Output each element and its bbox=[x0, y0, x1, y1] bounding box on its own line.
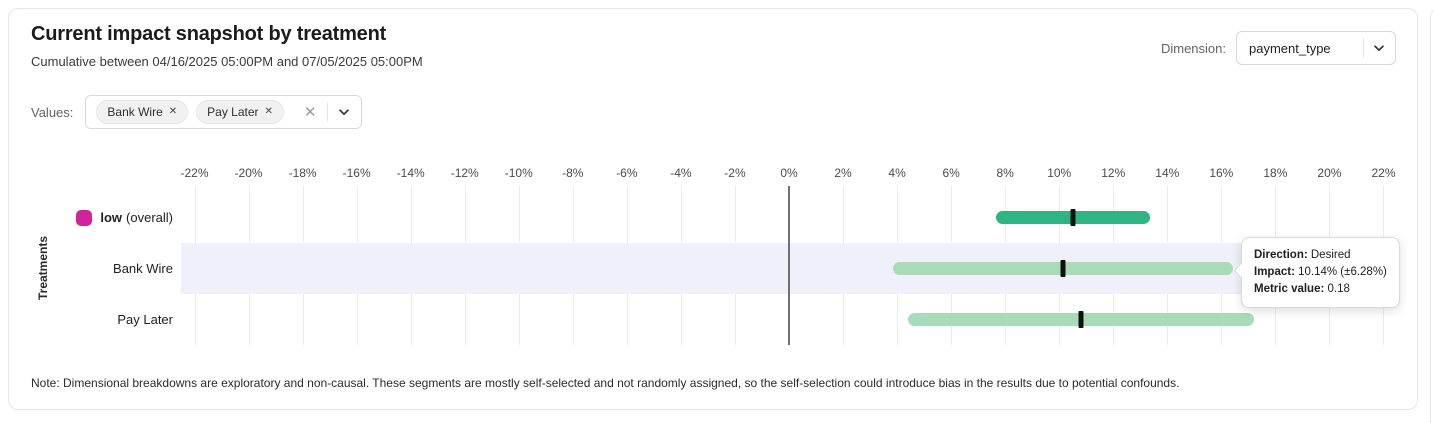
x-axis: -22% -20% -18% -16% -14% -12% -10% -8% -6% -4% -2%… bbox=[180, 164, 1397, 182]
divider bbox=[1363, 38, 1364, 58]
x-axis-tick-label: 14% bbox=[1155, 166, 1180, 180]
legend-swatch bbox=[76, 209, 93, 226]
x-axis-tick-label: 18% bbox=[1263, 166, 1288, 180]
values-control: Values: Bank Wire ✕ Pay Later ✕ ✕ bbox=[31, 95, 362, 129]
row-label-text: Pay Later bbox=[117, 312, 173, 327]
tooltip: Direction: Desired Impact: 10.14% (±6.28… bbox=[1233, 237, 1400, 308]
x-axis-tick-label: -20% bbox=[234, 166, 263, 180]
x-axis-tick-label: 2% bbox=[834, 166, 852, 180]
values-label: Values: bbox=[31, 104, 74, 120]
value-chip[interactable]: Bank Wire ✕ bbox=[96, 100, 189, 124]
note-text: Note: Dimensional breakdowns are explora… bbox=[31, 376, 1180, 390]
x-axis-tick-label: -18% bbox=[288, 166, 317, 180]
row-label: Bank Wire bbox=[9, 243, 173, 294]
impact-marker bbox=[1060, 260, 1066, 277]
dimension-selected-value: payment_type bbox=[1249, 40, 1331, 56]
divider bbox=[326, 102, 328, 122]
row-labels: low (overall) Bank Wire Pay Later bbox=[9, 192, 173, 345]
tooltip-impact-row: Impact: 10.14% (±6.28%) bbox=[1254, 266, 1387, 278]
x-axis-tick-label: 0% bbox=[780, 166, 798, 180]
x-axis-tick-label: 16% bbox=[1209, 166, 1234, 180]
plot-area bbox=[181, 186, 1397, 345]
adjacent-card-edge bbox=[1430, 8, 1434, 423]
impact-marker bbox=[1078, 311, 1084, 328]
dimension-label: Dimension: bbox=[1160, 40, 1226, 56]
impact-snapshot-card: Current impact snapshot by treatment Cum… bbox=[8, 8, 1418, 410]
row-label-text: Bank Wire bbox=[113, 261, 173, 276]
x-axis-tick-label: -6% bbox=[616, 166, 638, 180]
x-axis-tick-label: 6% bbox=[942, 166, 960, 180]
row-label: low (overall) bbox=[9, 192, 173, 243]
chip-remove-icon[interactable]: ✕ bbox=[264, 106, 273, 117]
impact-marker bbox=[1070, 209, 1076, 226]
tooltip-direction-row: Direction: Desired bbox=[1254, 249, 1351, 261]
row-label-suffix: (overall) bbox=[126, 210, 173, 225]
zero-line bbox=[788, 186, 790, 345]
values-multiselect[interactable]: Bank Wire ✕ Pay Later ✕ ✕ bbox=[85, 95, 362, 129]
x-axis-tick-label: -10% bbox=[504, 166, 533, 180]
chevron-down-icon bbox=[1372, 41, 1386, 55]
x-axis-tick-label: 20% bbox=[1317, 166, 1342, 180]
x-axis-tick-label: -22% bbox=[180, 166, 209, 180]
clear-values-icon[interactable]: ✕ bbox=[303, 103, 317, 121]
x-axis-tick-label: -2% bbox=[724, 166, 746, 180]
x-axis-tick-label: -8% bbox=[562, 166, 584, 180]
chip-label: Pay Later bbox=[207, 105, 259, 119]
chip-remove-icon[interactable]: ✕ bbox=[168, 106, 178, 117]
date-range-subtitle: Cumulative between 04/16/2025 05:00PM an… bbox=[31, 54, 423, 69]
value-chip[interactable]: Pay Later ✕ bbox=[196, 100, 284, 124]
x-axis-tick-label: -12% bbox=[450, 166, 479, 180]
chips-container: Bank Wire ✕ Pay Later ✕ bbox=[96, 100, 292, 124]
page-title: Current impact snapshot by treatment bbox=[31, 23, 387, 45]
chevron-down-icon[interactable] bbox=[337, 105, 351, 119]
tooltip-metric-row: Metric value: 0.18 bbox=[1254, 283, 1350, 295]
x-axis-tick-label: 22% bbox=[1371, 166, 1396, 180]
x-axis-tick-label: -4% bbox=[670, 166, 692, 180]
x-axis-tick-label: -16% bbox=[342, 166, 371, 180]
dimension-control: Dimension: payment_type bbox=[1161, 31, 1396, 65]
row-label-text: low bbox=[100, 210, 123, 225]
x-axis-tick-label: 4% bbox=[888, 166, 906, 180]
dimension-select[interactable]: payment_type bbox=[1236, 31, 1396, 65]
x-axis-tick-label: 10% bbox=[1047, 166, 1072, 180]
chip-label: Bank Wire bbox=[107, 105, 163, 119]
row-label: Pay Later bbox=[9, 294, 173, 345]
x-axis-tick-label: 8% bbox=[996, 166, 1014, 180]
x-axis-tick-label: -14% bbox=[396, 166, 425, 180]
x-axis-tick-label: 12% bbox=[1101, 166, 1126, 180]
